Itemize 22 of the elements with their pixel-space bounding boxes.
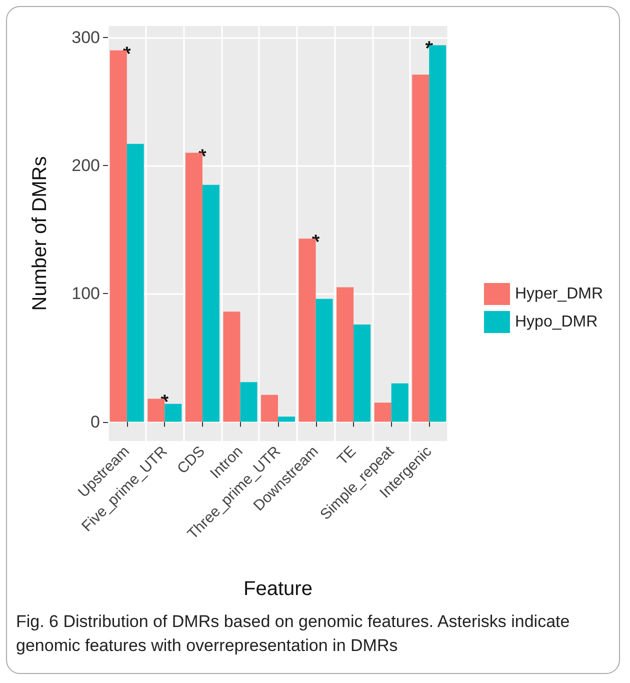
bar bbox=[240, 382, 258, 422]
bar bbox=[261, 394, 278, 422]
bar bbox=[391, 383, 408, 422]
y-tick-label: 200 bbox=[72, 156, 100, 176]
bar bbox=[374, 402, 392, 422]
y-tick-label: 100 bbox=[72, 284, 100, 304]
bar bbox=[354, 324, 371, 422]
y-axis-title: Number of DMRs bbox=[29, 156, 51, 311]
x-axis-title: Feature bbox=[244, 578, 312, 600]
y-tick-label: 300 bbox=[72, 28, 100, 48]
bar bbox=[164, 404, 182, 422]
bar bbox=[412, 74, 430, 422]
bar bbox=[223, 312, 240, 422]
bar bbox=[336, 287, 354, 422]
y-tick-label: 0 bbox=[90, 412, 100, 432]
legend-label: Hyper_DMR bbox=[514, 286, 603, 302]
bar bbox=[126, 144, 144, 422]
bar bbox=[202, 184, 220, 422]
bar bbox=[316, 298, 333, 422]
caption: Fig. 6 Distribution of DMRs based on genomic features. Asterisks indicate genomic features with overrepresentation in DMRs bbox=[16, 611, 571, 657]
bar bbox=[278, 416, 295, 422]
legend-label: Hypo_DMR bbox=[514, 314, 598, 330]
